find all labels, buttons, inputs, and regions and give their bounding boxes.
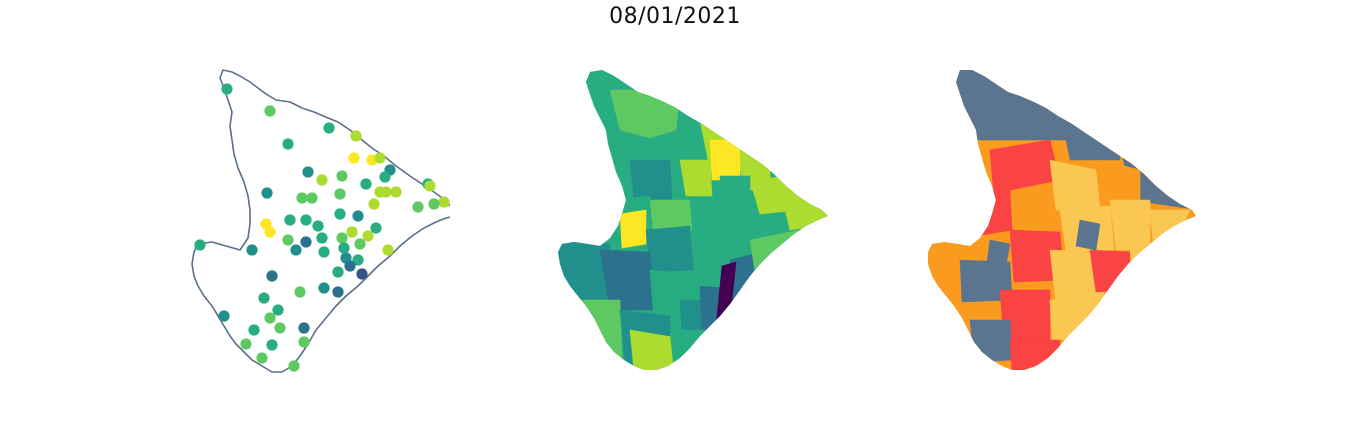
station-point xyxy=(284,214,296,226)
station-point xyxy=(348,152,360,164)
municipality-class-region xyxy=(928,70,1196,370)
station-point xyxy=(300,214,312,226)
station-point xyxy=(438,196,450,208)
station-point xyxy=(380,186,392,198)
municipality-class-regions xyxy=(928,70,1196,370)
station-point xyxy=(296,192,308,204)
station-point xyxy=(272,304,284,316)
station-point xyxy=(352,254,364,266)
station-point xyxy=(274,322,286,334)
station-point xyxy=(362,230,374,242)
station-point xyxy=(370,222,382,234)
station-point xyxy=(390,186,402,198)
municipality-class-region xyxy=(1129,249,1161,301)
station-point xyxy=(412,201,424,213)
station-point xyxy=(264,105,276,117)
station-point xyxy=(266,339,278,351)
municipality-class-region xyxy=(1149,209,1191,253)
municipality-class-region xyxy=(969,189,1013,237)
station-point xyxy=(266,270,278,282)
station-point xyxy=(294,286,306,298)
station-point xyxy=(298,336,310,348)
continuous-choropleth-map xyxy=(558,70,828,370)
station-point xyxy=(352,210,364,222)
station-point xyxy=(336,232,348,244)
station-point xyxy=(350,130,362,142)
station-point xyxy=(368,198,380,210)
station-point xyxy=(264,312,276,324)
station-point xyxy=(332,266,344,278)
station-point xyxy=(318,246,330,258)
station-point xyxy=(246,244,258,256)
station-point xyxy=(356,268,368,280)
municipality-region xyxy=(719,175,751,211)
station-point xyxy=(316,174,328,186)
station-point xyxy=(194,239,206,251)
station-point xyxy=(316,232,328,244)
municipality-class-region xyxy=(1075,219,1101,251)
municipality-class-region xyxy=(1089,249,1131,293)
station-point xyxy=(218,310,230,322)
municipality-regions xyxy=(558,70,828,370)
station-point xyxy=(264,226,276,238)
station-point xyxy=(379,171,391,183)
municipality-class-region xyxy=(985,239,1011,277)
station-point xyxy=(332,286,344,298)
figure-title: 08/01/2021 xyxy=(609,4,741,29)
state-outline xyxy=(191,69,450,373)
station-point xyxy=(312,220,324,232)
municipality-region xyxy=(645,225,695,273)
station-point xyxy=(354,238,366,250)
municipality-class-region xyxy=(1009,339,1061,370)
municipality-class-region xyxy=(1109,199,1151,251)
station-point xyxy=(336,170,348,182)
station-point xyxy=(360,178,372,190)
municipality-class-region xyxy=(1049,299,1101,341)
station-point xyxy=(334,188,346,200)
station-point xyxy=(374,152,386,164)
municipality-region xyxy=(669,329,711,370)
station-point xyxy=(382,244,394,256)
station-point xyxy=(261,187,273,199)
municipality-class-region xyxy=(949,70,1081,141)
municipality-region xyxy=(629,159,673,201)
station-point xyxy=(334,208,346,220)
municipality-class-region xyxy=(1059,109,1121,161)
station-point xyxy=(288,360,300,372)
station-point xyxy=(240,338,252,350)
station-point xyxy=(424,180,436,192)
station-point xyxy=(338,242,350,254)
station-point xyxy=(344,260,356,272)
station-point xyxy=(300,236,312,248)
station-point xyxy=(346,226,358,238)
municipality-class-region xyxy=(969,319,1013,363)
categorical-choropleth-map xyxy=(928,70,1196,370)
municipality-region xyxy=(619,209,647,249)
station-point xyxy=(221,83,233,95)
station-point xyxy=(256,352,268,364)
municipality-region xyxy=(679,159,713,197)
station-point xyxy=(258,292,270,304)
station-point xyxy=(282,234,294,246)
station-point xyxy=(290,244,302,256)
station-point xyxy=(302,166,314,178)
station-point xyxy=(248,324,260,336)
station-point xyxy=(428,198,440,210)
station-points-map xyxy=(191,69,450,373)
municipality-region xyxy=(569,299,623,361)
station-point xyxy=(298,322,310,334)
station-point xyxy=(318,282,330,294)
station-point xyxy=(306,192,318,204)
municipality-region xyxy=(709,139,741,181)
station-point xyxy=(323,122,335,134)
station-points xyxy=(194,83,450,372)
station-point xyxy=(282,138,294,150)
